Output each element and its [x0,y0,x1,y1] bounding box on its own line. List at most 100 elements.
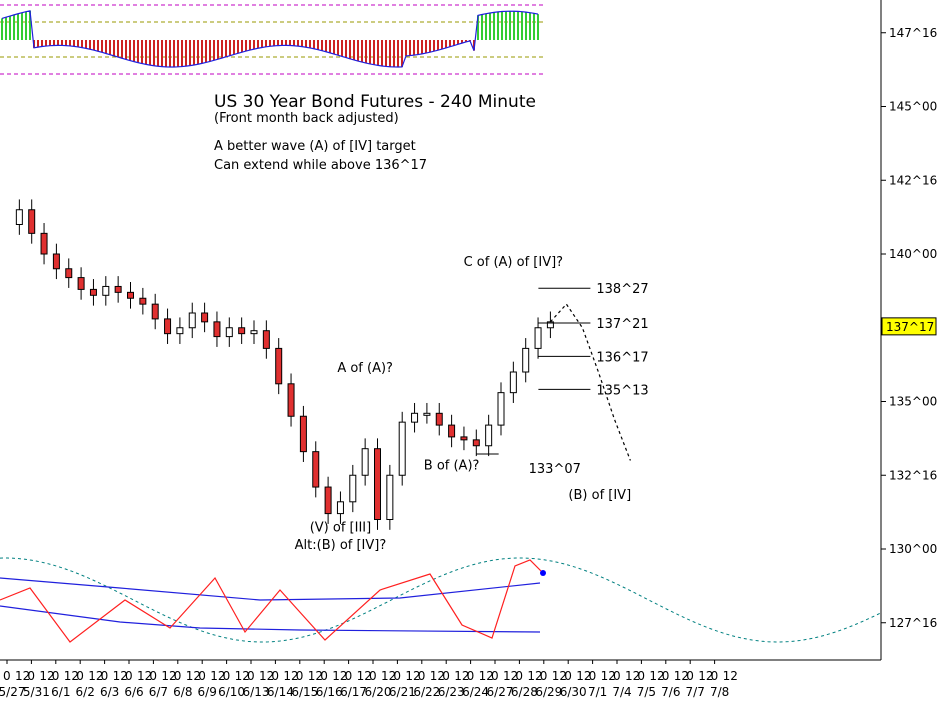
x-hour-label: 0 [418,669,426,683]
candle-body [448,424,456,438]
x-date-label: 6/24 [462,685,489,699]
x-hour-label: 0 [711,669,719,683]
x-hour-label: 12 [39,669,54,683]
y-tick-label: 127^16 [889,616,937,630]
x-hour-label: 12 [332,669,347,683]
candle-body [411,412,419,423]
level-label: 135^13 [596,383,648,398]
x-hour-label: 12 [479,669,494,683]
x-date-label: 6/14 [267,685,294,699]
candle-body [77,277,85,290]
x-date-label: 6/9 [198,685,217,699]
x-date-label: 7/1 [588,685,607,699]
candle-body [361,448,369,476]
chart-subtitle: (Front month back adjusted) [214,111,399,126]
candle-body [225,327,233,338]
last-price-tag: 137^17 [881,317,937,336]
target-levels: 138^27 137^21 136^17 135^13 133^07 [476,282,649,477]
x-date-label: 6/16 [316,685,343,699]
x-date-label: 6/29 [535,685,562,699]
level-label: 138^27 [596,282,648,297]
x-hour-label: 12 [15,669,30,683]
x-hour-label: 12 [161,669,176,683]
x-hour-label: 0 [76,669,84,683]
y-tick-label: 132^16 [889,468,937,482]
histogram-panel [0,4,545,75]
x-hour-label: 12 [649,669,664,683]
candle-body [250,330,258,335]
x-hour-label: 12 [88,669,103,683]
candle-body [374,448,381,521]
band-upper [0,577,541,601]
x-date-label: 7/8 [710,685,729,699]
x-axis: 0 125/270 125/310 126/10 126/20 126/30 126/60 1… [0,660,738,699]
x-hour-label: 0 [101,669,109,683]
candle-body [423,412,431,416]
candle-body [349,474,357,503]
candle-body [201,312,209,323]
wave-label: (B) of [IV] [568,488,631,503]
wave-label: A of (A)? [337,361,393,376]
projection-path [549,303,631,461]
x-hour-label: 0 [27,669,35,683]
candle-body [460,436,468,441]
x-date-label: 6/27 [487,685,514,699]
x-date-label: 6/10 [218,685,245,699]
x-hour-label: 0 [149,669,157,683]
x-date-label: 6/17 [340,685,367,699]
level-label: 137^21 [596,317,648,332]
x-hour-label: 0 [345,669,353,683]
x-hour-label: 12 [723,669,738,683]
oscillator-panel [0,557,881,643]
x-hour-label: 0 [296,669,304,683]
x-hour-label: 0 [515,669,523,683]
x-date-label: 6/13 [243,685,270,699]
x-hour-label: 0 [662,669,670,683]
x-hour-label: 12 [210,669,225,683]
x-date-label: 6/15 [291,685,318,699]
x-hour-label: 12 [137,669,152,683]
oscillator-dot [540,570,546,576]
hist-line [1,10,539,68]
y-tick-label: 135^00 [889,395,937,409]
x-hour-label: 12 [503,669,518,683]
x-date-label: 6/20 [365,685,392,699]
candle-body [534,327,542,349]
x-hour-label: 0 [125,669,133,683]
candle-body [299,415,307,453]
candle-body [336,501,344,515]
x-date-label: 5/31 [23,685,50,699]
candle-body [324,486,332,515]
x-hour-label: 0 [491,669,499,683]
candle-body [213,321,221,338]
x-hour-label: 0 [564,669,572,683]
band-lower [0,605,541,633]
x-hour-label: 12 [186,669,201,683]
candle-body [238,327,246,335]
level-label: 136^17 [596,350,648,365]
x-date-label: 6/2 [76,685,95,699]
x-hour-label: 12 [527,669,542,683]
candle-body [164,318,172,335]
x-hour-label: 0 [540,669,548,683]
x-hour-label: 0 [271,669,279,683]
x-hour-label: 12 [405,669,420,683]
x-date-label: 5/27 [0,685,25,699]
wave-label: B of (A)? [424,458,480,473]
x-date-label: 6/30 [560,685,587,699]
x-hour-label: 0 [467,669,475,683]
x-hour-label: 12 [674,669,689,683]
y-tick-label: 130^00 [889,542,937,556]
candle-body [386,474,394,520]
x-date-label: 7/4 [612,685,631,699]
x-date-label: 7/7 [686,685,705,699]
candle-body [176,327,184,335]
level-label: 133^07 [529,462,581,477]
x-hour-label: 0 [369,669,377,683]
candles [15,199,554,530]
candle-body [28,209,36,234]
candle-body [275,347,283,385]
x-hour-label: 12 [576,669,591,683]
candle-body [89,288,97,296]
candle-body [262,330,270,349]
